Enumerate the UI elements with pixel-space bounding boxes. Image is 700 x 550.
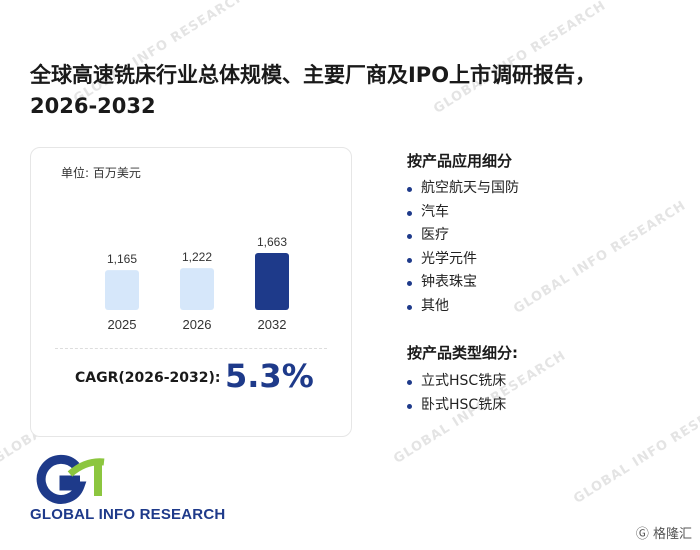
type-segment-list: 立式HSC铣床 卧式HSC铣床 (407, 370, 506, 417)
badge-icon: Ⓖ (635, 527, 649, 542)
bar-2026 (180, 268, 214, 310)
data-label-2032: 1,663 (257, 235, 287, 249)
watermark: GLOBAL INFO RESEARCH (571, 388, 700, 507)
unit-label: 单位: 百万美元 (61, 166, 141, 180)
type-segment-title: 按产品类型细分: (407, 344, 518, 362)
data-label-2025: 1,165 (107, 252, 137, 266)
list-item: 立式HSC铣床 (407, 370, 506, 394)
list-item: 卧式HSC铣床 (407, 394, 506, 418)
page-title: 全球高速铣床行业总体规模、主要厂商及IPO上市调研报告，2026-2032 (30, 63, 597, 118)
bar-2025 (105, 270, 139, 310)
bar-2032 (255, 253, 289, 310)
gi-logo-icon (36, 454, 105, 504)
application-segment-title: 按产品应用细分 (407, 152, 513, 170)
bar-chart: 1,165 2025 1,222 2026 1,663 2032 (105, 235, 289, 332)
application-segment-list: 航空航天与国防 汽车 医疗 光学元件 钟表珠宝 其他 (407, 177, 519, 318)
cagr-value: 5.3% (225, 357, 314, 395)
company-logo: GLOBAL INFO RESEARCH (30, 452, 260, 530)
category-label-2025: 2025 (108, 317, 137, 332)
cagr-label: CAGR(2026-2032): (75, 370, 221, 386)
list-item: 其他 (407, 295, 519, 319)
market-size-card: 单位: 百万美元 1,165 2025 1,222 2026 1,663 2032 CAG… (30, 147, 352, 437)
list-item: 医疗 (407, 224, 519, 248)
divider (55, 348, 327, 349)
list-item: 钟表珠宝 (407, 271, 519, 295)
logo-text: GLOBAL INFO RESEARCH (30, 506, 226, 523)
source-badge: Ⓖ 格隆汇 (636, 523, 692, 542)
category-label-2032: 2032 (258, 317, 287, 332)
list-item: 光学元件 (407, 248, 519, 272)
data-label-2026: 1,222 (182, 250, 212, 264)
list-item: 汽车 (407, 201, 519, 225)
category-label-2026: 2026 (183, 317, 212, 332)
badge-text: 格隆汇 (652, 527, 692, 542)
list-item: 航空航天与国防 (407, 177, 519, 201)
watermark: GLOBAL INFO RESEARCH (511, 198, 689, 317)
